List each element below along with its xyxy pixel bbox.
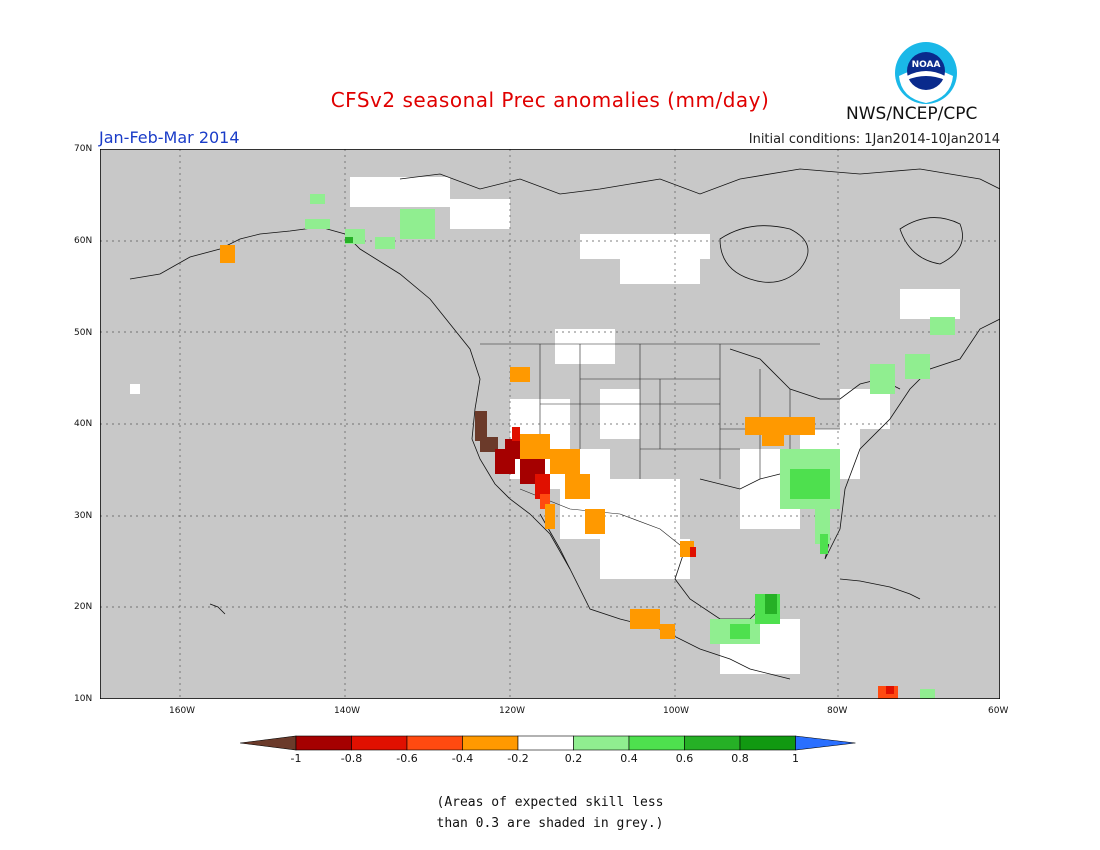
lat-label-70n: 70N <box>74 144 93 154</box>
skill-note: (Areas of expected skill less than 0.3 a… <box>0 792 1100 834</box>
colorbar-cell <box>684 735 741 751</box>
lon-label-100w: 100W <box>663 706 690 716</box>
agency-label: NWS/NCEP/CPC <box>846 104 978 124</box>
colorbar-tick-label: 1 <box>792 752 799 765</box>
lat-label-60n: 60N <box>74 236 93 246</box>
lat-label-30n: 30N <box>74 511 93 521</box>
colorbar-arrow-high <box>795 735 856 751</box>
noaa-logo-icon: NOAA <box>895 42 957 104</box>
colorbar-cell <box>406 735 463 751</box>
precip-anomaly-map <box>100 149 1000 699</box>
wet-anomaly-areas <box>305 194 955 699</box>
colorbar-tick-label: 0.6 <box>675 752 694 765</box>
colorbar-tick-label: -1 <box>290 752 302 765</box>
colorbar-arrow-low <box>240 735 297 751</box>
lon-label-120w: 120W <box>499 706 526 716</box>
lat-label-10n: 10N <box>74 694 93 704</box>
colorbar-tick-label: -0.8 <box>340 752 363 765</box>
political-borders <box>480 343 840 550</box>
lon-label-160w: 160W <box>169 706 196 716</box>
colorbar-tick-label: 0.2 <box>564 752 583 765</box>
lat-label-20n: 20N <box>74 602 93 612</box>
colorbar-tick-label: -0.6 <box>396 752 418 765</box>
colorbar-cell <box>295 735 352 751</box>
dry-anomaly-areas <box>220 245 898 699</box>
lat-label-40n: 40N <box>74 419 93 429</box>
colorbar-cell <box>573 735 630 751</box>
skill-note-line-1: (Areas of expected skill less <box>436 795 664 810</box>
lon-label-60w: 60W <box>988 706 1009 716</box>
chart-title: CFSv2 seasonal Prec anomalies (mm/day) <box>330 88 770 112</box>
lat-label-50n: 50N <box>74 328 93 338</box>
colorbar <box>240 735 856 751</box>
colorbar-cell <box>462 735 519 751</box>
initial-conditions-label: Initial conditions: 1Jan2014-10Jan2014 <box>748 132 1000 147</box>
colorbar-cell <box>351 735 408 751</box>
period-label: Jan-Feb-Mar 2014 <box>99 128 240 147</box>
skill-note-line-2: than 0.3 are shaded in grey.) <box>436 816 664 831</box>
colorbar-tick-label: 0.4 <box>620 752 638 765</box>
lon-label-80w: 80W <box>827 706 848 716</box>
svg-text:NOAA: NOAA <box>912 60 941 70</box>
colorbar-cell <box>628 735 685 751</box>
colorbar-cell <box>739 735 796 751</box>
colorbar-cell <box>517 735 574 751</box>
colorbar-tick-label: 0.8 <box>731 752 749 765</box>
colorbar-tick-label: -0.4 <box>451 752 474 765</box>
colorbar-tick-label: -0.2 <box>507 752 529 765</box>
lon-label-140w: 140W <box>334 706 361 716</box>
